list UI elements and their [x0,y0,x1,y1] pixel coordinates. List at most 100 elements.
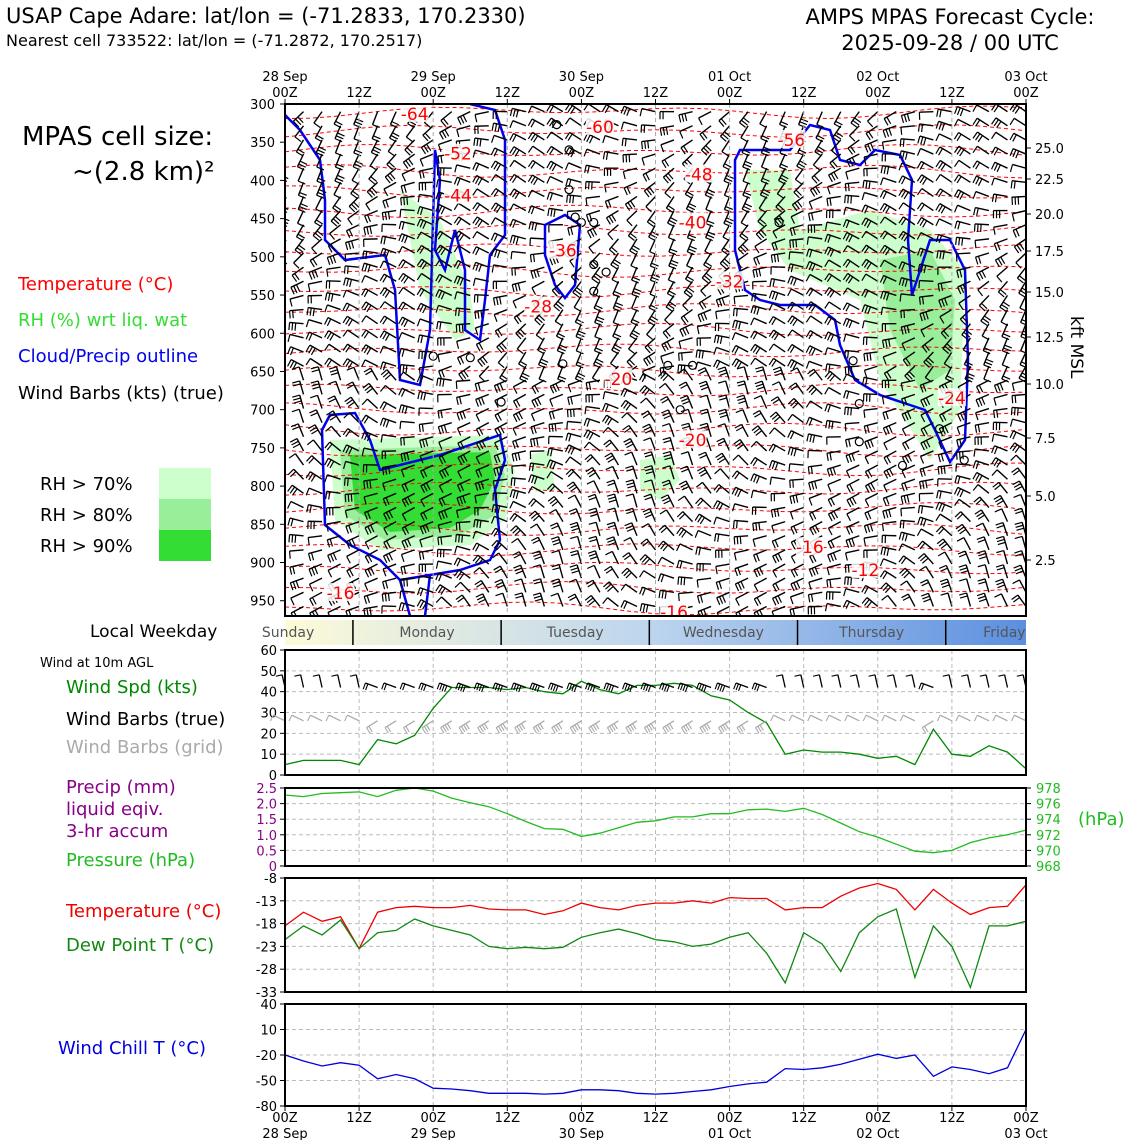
wind-barb [420,492,434,508]
isotherm [285,601,1026,616]
pressure-tick: 800 [250,480,275,495]
wind-barb [697,367,712,381]
pressure-tick: 400 [250,174,275,189]
wind-barb [898,202,916,212]
wind-barb [629,238,640,256]
wind-barb [676,526,693,538]
grid-wind-barb [403,720,416,734]
wind-barb [898,216,916,226]
true-wind-barb [998,674,1009,688]
wind-barb [324,330,341,341]
wind-barb [435,273,453,283]
wind-barb [398,301,416,311]
panel-ytick: -18 [256,918,277,933]
wind-barb [864,436,879,450]
panel-ytick: 30 [260,707,277,722]
wind-barb [474,379,489,392]
wind-barb [921,592,935,607]
wind-barb [883,478,897,493]
wind-barb [584,164,601,174]
wind-barb [474,506,489,516]
wind-barb [305,318,323,328]
true-wind-barb [640,682,656,693]
wind-barb [790,577,804,592]
grid-wind-barb [458,720,471,734]
wind-barb [528,462,545,472]
wind-barb [842,373,860,382]
wind-barb [916,147,934,156]
wind-barb [612,295,623,312]
isotherm-label: -56 [777,131,805,151]
wind-barb [639,586,656,596]
wind-barb [808,563,823,577]
wind-barb [827,492,842,507]
wind-barb [845,535,860,548]
wind-barb [379,287,397,298]
wind-barb [768,302,786,311]
wind-barb [530,266,545,279]
wind-barb [404,139,416,156]
rh-region [400,190,475,340]
wind-barb [900,110,916,124]
wind-barb [490,217,508,226]
wind-barb [515,323,527,340]
wind-barb [977,578,990,593]
wind-barb [623,181,638,196]
wind-barb [416,302,434,314]
wind-barb [734,563,749,577]
wind-barb [935,146,953,156]
wind-barb [621,412,638,424]
wind-barb [346,549,360,564]
wind-barb [401,492,415,507]
wind-barb [698,111,712,126]
calm-circle [663,360,673,370]
calm-circle [854,398,864,409]
wind-barb [511,464,526,474]
wind-barb [996,549,1009,565]
wind-barb [900,506,915,517]
wind-barb [682,294,694,312]
wind-barb [364,563,378,578]
wind-barb [920,579,935,593]
wind-barb [382,492,397,507]
wind-barb [342,428,360,438]
wind-barb [917,504,934,514]
true-wind-barb [492,682,508,693]
wind-barb [457,111,471,125]
top-hour-label: 00Z [1013,86,1039,101]
panel-ytick: 10 [260,1024,277,1039]
isotherm [285,284,1026,298]
wind-barb [825,209,841,219]
grid-wind-barb [588,720,601,734]
wind-barb [714,322,730,332]
wind-barb [353,111,364,129]
wind-barb [973,496,990,508]
wind-barb [509,218,527,228]
true-wind-barb [312,674,323,688]
grid-wind-barb [514,720,527,734]
wind-barb [975,379,990,394]
wind-barb [365,195,379,211]
wind-barb [828,167,842,183]
wind-barb [832,125,844,143]
pressure-tick: 350 [250,136,275,151]
wind-barb [879,274,897,284]
wind-barb [657,556,675,565]
wind-barb [287,333,304,343]
wind-barb [646,323,657,340]
wind-barb [456,337,471,349]
wind-barb [752,410,768,424]
panel-ytick: -23 [256,940,277,955]
wind-barb [591,266,603,284]
wind-barb [713,516,730,525]
wind-barb [753,591,767,607]
wind-barb [824,301,842,311]
wind-barb [678,480,694,494]
wind-barb [920,393,934,408]
wind-barb [287,500,304,509]
wind-barb [288,533,304,543]
wind-barb [1001,337,1012,355]
grid-wind-barb [788,714,804,722]
wind-barb [550,536,564,551]
wind-barb [435,560,452,569]
